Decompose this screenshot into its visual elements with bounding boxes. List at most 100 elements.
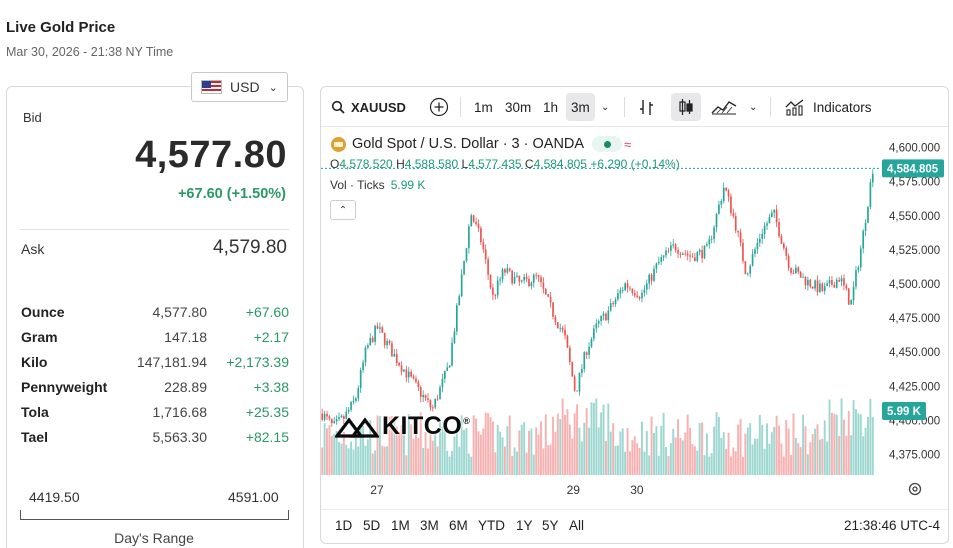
bar-chart-button[interactable]: [639, 87, 655, 127]
candle-body: [477, 223, 480, 229]
candle-body: [597, 321, 600, 324]
volume-bar: [376, 415, 379, 475]
candle-body: [708, 239, 711, 245]
candle-body: [446, 367, 449, 371]
volume-bar: [701, 422, 704, 475]
range-1y[interactable]: 1Y: [516, 518, 533, 533]
volume-bar: [631, 440, 634, 475]
chevron-down-icon[interactable]: ⌄: [601, 101, 610, 113]
compare-button[interactable]: [429, 87, 449, 127]
candle-body: [782, 243, 785, 249]
candle-body: [859, 248, 862, 268]
timeframe-3m[interactable]: 3m: [566, 93, 595, 121]
volume-bar: [710, 453, 713, 475]
volume-bar: [754, 438, 756, 475]
volume-bar: [792, 413, 795, 475]
range-all[interactable]: All: [569, 518, 585, 533]
last-volume-label: 5.99 K: [887, 406, 922, 418]
toolbar-divider: [770, 97, 771, 117]
timeframe-30m[interactable]: 30m: [505, 99, 532, 115]
volume-bar: [554, 431, 557, 475]
volume-bar: [393, 416, 396, 475]
candle-body: [362, 362, 364, 371]
unit-row-gram: Gram 147.18 +2.17: [21, 329, 289, 349]
chevron-down-icon[interactable]: ⌄: [749, 101, 758, 113]
area-chart-icon: [711, 101, 737, 115]
candle-body: [706, 244, 708, 246]
timeframe-1h[interactable]: 1h: [543, 99, 559, 115]
candles-button[interactable]: [671, 93, 701, 121]
day-range-label: Day's Range: [114, 530, 194, 546]
candle-body: [734, 216, 737, 231]
volume-bar: [799, 447, 802, 475]
market-open-indicator[interactable]: [592, 136, 623, 152]
range-1d[interactable]: 1D: [335, 518, 353, 533]
candle-body: [763, 225, 766, 234]
candle-body: [609, 303, 612, 311]
candle-body: [749, 265, 752, 274]
unit-row-tola: Tola 1,716.68 +25.35: [21, 404, 289, 424]
range-ytd[interactable]: YTD: [478, 518, 505, 533]
volume-bar: [436, 446, 439, 475]
candle-body: [496, 280, 499, 296]
timeframe-1m[interactable]: 1m: [474, 99, 493, 115]
volume-bar: [390, 415, 393, 475]
time-tick-label: 30: [630, 483, 644, 497]
settings-icon[interactable]: [907, 481, 923, 497]
candle-body: [689, 255, 691, 257]
candle-body: [855, 270, 857, 287]
candle-body: [398, 363, 400, 366]
area-chart-button[interactable]: [711, 87, 737, 127]
candle-body: [790, 268, 792, 273]
candle-body: [504, 269, 506, 273]
volume-bar: [612, 423, 615, 475]
candle-body: [415, 378, 417, 382]
candle-body: [831, 280, 833, 285]
volume-bar: [347, 448, 350, 475]
range-1m[interactable]: 1M: [391, 518, 410, 533]
candle-body: [422, 395, 425, 398]
registered-mark: ®: [463, 415, 470, 426]
volume-bar: [705, 433, 708, 475]
volume-bar: [496, 424, 499, 475]
candle-body: [530, 282, 533, 287]
volume-bar: [657, 455, 660, 475]
range-6m[interactable]: 6M: [449, 518, 468, 533]
range-5y[interactable]: 5Y: [542, 518, 559, 533]
candle-body: [523, 276, 526, 281]
day-range-low: 4419.50: [29, 489, 80, 505]
symbol-search[interactable]: XAUUSD: [331, 87, 406, 127]
candle-body: [431, 407, 434, 409]
volume-bar: [326, 428, 328, 475]
candle-body: [393, 354, 396, 357]
currency-select[interactable]: USD ⌄: [191, 72, 288, 102]
range-3m[interactable]: 3M: [420, 518, 439, 533]
unit-value: 5,563.30: [152, 429, 208, 445]
volume-bar: [494, 452, 497, 475]
candle-body: [508, 268, 511, 271]
volume-bar: [482, 428, 485, 475]
candle-body: [552, 302, 554, 317]
volume-bar: [751, 444, 754, 475]
volume-bar: [323, 423, 326, 475]
volume-bar: [405, 455, 408, 475]
candle-body: [456, 305, 458, 332]
range-5d[interactable]: 5D: [363, 518, 381, 533]
volume-bar: [354, 437, 357, 475]
candle-body: [388, 341, 391, 344]
price-tick-label: 4,525.000: [889, 245, 940, 257]
candle-body: [612, 303, 614, 305]
candle-body: [525, 276, 528, 280]
volume-bar: [542, 448, 545, 475]
volume-bar: [602, 404, 605, 475]
indicators-button[interactable]: Indicators: [785, 87, 872, 127]
price-chart[interactable]: 4,375.0004,400.0004,425.0004,450.0004,47…: [321, 128, 948, 508]
collapse-legend-button[interactable]: ⌃: [330, 200, 356, 220]
volume-bar: [797, 443, 800, 475]
unit-row-kilo: Kilo 147,181.94 +2,173.39: [21, 354, 289, 374]
volume-bar: [576, 404, 579, 475]
volume-bar: [328, 425, 331, 475]
volume-bar: [446, 450, 449, 475]
candle-body: [602, 313, 605, 317]
candle-body: [518, 275, 521, 282]
